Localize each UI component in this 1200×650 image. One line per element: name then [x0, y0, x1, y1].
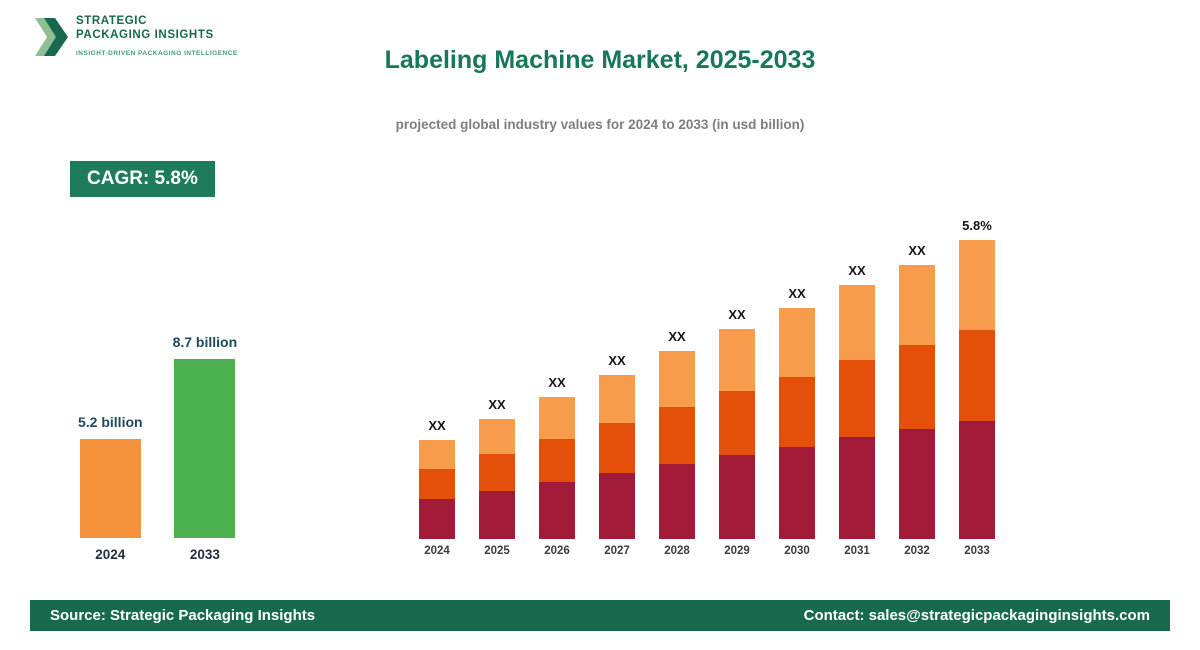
stacked-bar	[659, 351, 695, 539]
summary-bar-value-label: 5.2 billion	[78, 414, 143, 430]
stacked-segment-top	[479, 419, 515, 454]
stacked-bar-year-label: 2029	[724, 545, 750, 557]
stacked-bar-year-label: 2025	[484, 545, 510, 557]
stacked-segment-top	[419, 440, 455, 469]
stacked-segment-middle	[419, 469, 455, 499]
stacked-segment-top	[899, 265, 935, 345]
stacked-bar-year-label: 2031	[844, 545, 870, 557]
stacked-segment-bottom	[479, 491, 515, 539]
summary-bar	[174, 359, 236, 538]
stacked-segment-bottom	[719, 455, 755, 539]
stacked-bar-value-label: XX	[548, 375, 566, 390]
stacked-bar	[599, 375, 635, 539]
logo-chevron-icon	[35, 14, 69, 65]
stacked-bar	[419, 440, 455, 539]
stacked-segment-middle	[779, 377, 815, 447]
stacked-bar-group-2027: XX 2027	[599, 353, 635, 557]
page-title: Labeling Machine Market, 2025-2033	[384, 46, 816, 74]
stacked-bar-value-label: XX	[488, 397, 506, 412]
summary-bar-year-label: 2033	[189, 547, 220, 562]
stacked-bar-value-label: XX	[428, 418, 446, 433]
stacked-segment-bottom	[659, 464, 695, 539]
page-subtitle: projected global industry values for 202…	[395, 117, 805, 132]
stacked-bar-group-2026: XX 2026	[539, 375, 575, 557]
stacked-segment-bottom	[599, 473, 635, 539]
stacked-bar	[719, 329, 755, 539]
footer-bar: Source: Strategic Packaging Insights Con…	[30, 600, 1170, 631]
stacked-bar-group-2030: XX 2030	[779, 286, 815, 557]
stacked-segment-middle	[839, 360, 875, 437]
stacked-segment-bottom	[839, 437, 875, 539]
stacked-bar-group-2024: XX 2024	[419, 418, 455, 557]
summary-bar-group-2024: 5.2 billion 2024	[78, 414, 143, 562]
stacked-segment-bottom	[959, 421, 995, 539]
summary-bar-value-label: 8.7 billion	[172, 334, 238, 350]
projection-chart-bars: XX 2024 XX 2025 XX 2026 XX 2027 XX 2028 XX 2029 XX 20…	[419, 218, 995, 557]
stacked-bar-year-label: 2026	[544, 545, 570, 557]
stacked-segment-top	[839, 285, 875, 360]
stacked-bar-year-label: 2027	[604, 545, 630, 557]
stacked-bar-group-2025: XX 2025	[479, 397, 515, 557]
growth-summary-chart: 5.2 billion 2024 8.7 billion 2033	[78, 334, 237, 562]
stacked-segment-middle	[719, 391, 755, 455]
stacked-bar-group-2032: XX 2032	[899, 243, 935, 557]
stacked-bar	[839, 285, 875, 539]
stacked-bar-value-label: XX	[608, 353, 626, 368]
stacked-bar-group-2028: XX 2028	[659, 329, 695, 557]
brand-name-line2: PACKAGING INSIGHTS	[76, 29, 214, 42]
stacked-bar-group-2033: 5.8% 2033	[959, 218, 995, 557]
stacked-segment-bottom	[539, 482, 575, 539]
stacked-bar-group-2031: XX 2031	[839, 263, 875, 557]
brand-tagline: INSIGHT-DRIVEN PACKAGING INTELLIGENCE	[76, 49, 238, 57]
yearly-projection-chart: XX 2024 XX 2025 XX 2026 XX 2027 XX 2028 XX 2029 XX 20…	[419, 218, 995, 557]
brand-name-line1: STRATEGIC	[76, 15, 147, 27]
stacked-bar	[959, 240, 995, 539]
cagr-badge: CAGR: 5.8%	[70, 161, 215, 197]
stacked-segment-bottom	[419, 499, 455, 539]
stacked-segment-middle	[959, 330, 995, 421]
stacked-bar-value-label: XX	[728, 307, 746, 322]
summary-bar-group-2033: 8.7 billion 2033	[173, 334, 238, 562]
stacked-bar-year-label: 2030	[784, 545, 810, 557]
stacked-bar-year-label: 2028	[664, 545, 690, 557]
stacked-segment-middle	[659, 407, 695, 464]
stacked-segment-top	[539, 397, 575, 439]
summary-bar	[79, 439, 141, 538]
stacked-bar-value-label: XX	[668, 329, 686, 344]
stacked-bar-value-label: XX	[908, 243, 926, 258]
stacked-segment-middle	[899, 345, 935, 429]
stacked-bar	[479, 419, 515, 539]
footer-source: Source: Strategic Packaging Insights	[50, 607, 316, 624]
stacked-bar-value-label: 5.8%	[962, 218, 992, 233]
stacked-bar-value-label: XX	[788, 286, 806, 301]
stacked-segment-bottom	[899, 429, 935, 539]
stacked-bar	[899, 265, 935, 539]
summary-bar-year-label: 2024	[95, 547, 126, 562]
stacked-bar	[539, 397, 575, 539]
stacked-segment-top	[719, 329, 755, 391]
footer-contact: Contact: sales@strategicpackaginginsight…	[803, 607, 1150, 624]
stacked-segment-middle	[599, 423, 635, 473]
stacked-bar	[779, 308, 815, 539]
brand-text: STRATEGIC PACKAGING INSIGHTS INSIGHT-DRI…	[76, 14, 238, 57]
stacked-bar-year-label: 2024	[424, 545, 450, 557]
summary-chart-bars: 5.2 billion 2024 8.7 billion 2033	[78, 334, 237, 562]
stacked-bar-year-label: 2032	[904, 545, 930, 557]
stacked-segment-bottom	[779, 447, 815, 539]
stacked-bar-year-label: 2033	[964, 545, 990, 557]
brand-logo: STRATEGIC PACKAGING INSIGHTS INSIGHT-DRI…	[35, 14, 238, 65]
stacked-segment-top	[779, 308, 815, 377]
stacked-segment-top	[959, 240, 995, 330]
stacked-segment-middle	[479, 454, 515, 491]
stacked-bar-group-2029: XX 2029	[719, 307, 755, 557]
stacked-segment-top	[599, 375, 635, 423]
stacked-bar-value-label: XX	[848, 263, 866, 278]
stacked-segment-top	[659, 351, 695, 407]
stacked-segment-middle	[539, 439, 575, 482]
